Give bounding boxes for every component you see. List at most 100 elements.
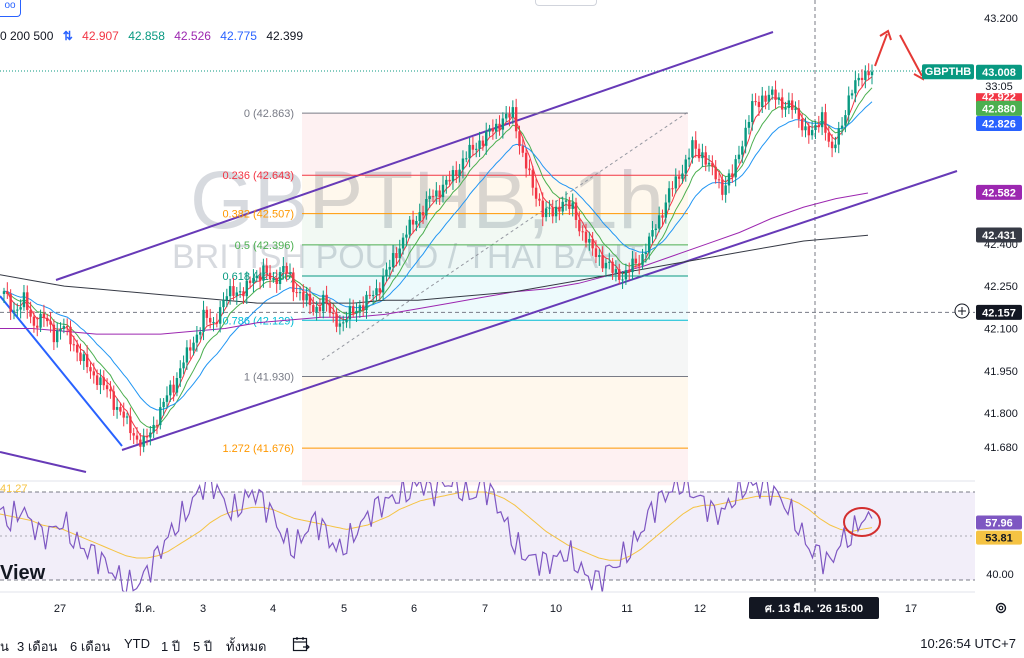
- time-tick-label: มี.ค.: [135, 602, 156, 615]
- candle-body: [62, 326, 66, 329]
- rsi-tag: [976, 530, 1022, 545]
- channel-upper-line[interactable]: [55, 31, 774, 281]
- candle-body: [817, 124, 820, 128]
- candle-body: [647, 236, 651, 253]
- candle-body: [199, 331, 202, 335]
- candle-body: [332, 313, 335, 315]
- candle-body: [282, 266, 285, 273]
- downtrend-line[interactable]: [0, 295, 123, 447]
- range-button-6m[interactable]: 6 เดือน: [70, 639, 111, 654]
- fib-level-label: 0.382 (42.507): [222, 209, 294, 221]
- ema-fast-line: [3, 76, 873, 438]
- candle-body: [638, 263, 641, 266]
- candle-body: [664, 202, 668, 218]
- candle-body: [381, 276, 385, 293]
- candle-body: [538, 198, 541, 201]
- ma200-line: [0, 192, 869, 335]
- rsi-lines: [0, 482, 873, 592]
- candle-body: [401, 237, 405, 249]
- moving-averages: [0, 76, 873, 438]
- candle-body: [501, 118, 505, 130]
- candle-body: [99, 377, 102, 386]
- fib-trend-line: [321, 111, 689, 361]
- candle-body: [478, 140, 481, 149]
- candle-body: [784, 108, 787, 110]
- candle-body: [375, 288, 378, 296]
- candle-body: [149, 432, 152, 438]
- fib-level-label: 1.414 (41.544): [222, 480, 294, 492]
- candle-body: [601, 255, 604, 269]
- channel-lower-line[interactable]: [121, 170, 958, 451]
- candle-body: [634, 258, 638, 264]
- candle-body: [485, 131, 488, 146]
- range-button-3m[interactable]: 3 เดือน: [17, 639, 58, 654]
- candle-body: [79, 352, 82, 362]
- range-button-1[interactable]: น: [0, 639, 9, 654]
- rsi-tag: [976, 515, 1022, 530]
- legend-periods: 0 200 500: [0, 29, 54, 43]
- candle-body: [245, 280, 248, 297]
- candle-body: [448, 179, 451, 182]
- candle-body: [445, 179, 448, 185]
- indicator-legend: 0 200 500 ⇅ 42.907 42.858 42.526 42.775 …: [0, 29, 309, 43]
- candle-body: [395, 253, 398, 259]
- candle-body: [704, 152, 707, 165]
- range-button-all[interactable]: ทั้งหมด: [226, 639, 267, 654]
- candle-body: [717, 179, 721, 181]
- candle-body: [272, 278, 275, 280]
- candle-body: [95, 375, 99, 386]
- candle-body: [774, 89, 777, 100]
- candle-body: [628, 270, 631, 273]
- legend-toggle-icon[interactable]: ⇅: [62, 29, 73, 43]
- candle-body: [19, 307, 22, 310]
- candle-body: [524, 152, 528, 169]
- candle-body: [814, 124, 817, 131]
- candle-body: [541, 200, 544, 218]
- time-axis[interactable]: 27 มี.ค. 3 4 5 6 7 10 11 12 17: [54, 602, 917, 615]
- fibonacci-zones: [302, 113, 688, 486]
- symbol-tag-text: GBPTHB: [925, 66, 972, 78]
- candle-body: [757, 101, 761, 108]
- candle-body: [558, 206, 561, 212]
- channel-left-line[interactable]: [0, 451, 87, 473]
- candle-body: [142, 436, 145, 447]
- price-tag-text: 42.922: [982, 91, 1016, 103]
- candle-body: [534, 187, 538, 199]
- candle-body: [46, 317, 49, 322]
- rsi-line: [0, 482, 873, 592]
- candle-body: [697, 148, 701, 159]
- top-center-handle[interactable]: [535, 0, 597, 6]
- candle-body: [737, 154, 741, 160]
- top-left-badge[interactable]: oo: [0, 0, 21, 17]
- fib-level-label: 0.786 (42.129): [222, 315, 294, 327]
- countdown-text: 33:05: [985, 81, 1013, 93]
- candle-body: [328, 303, 332, 314]
- candle-body: [125, 416, 129, 418]
- rsi-tag-text: 53.81: [985, 533, 1013, 545]
- candle-body: [268, 272, 272, 280]
- candle-body: [65, 326, 69, 328]
- calendar-icon[interactable]: [292, 636, 310, 652]
- candle-body: [734, 159, 737, 178]
- range-button-1y[interactable]: 1 ปี: [161, 639, 181, 654]
- candle-body: [681, 173, 684, 179]
- candle-body: [827, 132, 830, 142]
- range-button-ytd[interactable]: YTD: [124, 636, 150, 651]
- gear-icon[interactable]: [994, 601, 1008, 615]
- candle-body: [169, 384, 172, 396]
- projection-arrows: [874, 29, 925, 81]
- candle-body: [12, 310, 16, 312]
- candle-body: [135, 435, 139, 440]
- candle-body: [608, 261, 611, 263]
- candle-body: [278, 272, 282, 285]
- range-button-5y[interactable]: 5 ปี: [193, 639, 213, 654]
- crosshair-add-button[interactable]: [954, 303, 970, 319]
- candle-body: [248, 280, 252, 284]
- candle-body: [767, 94, 771, 102]
- price-tag: [976, 64, 1022, 80]
- countdown-bg: [976, 80, 1022, 94]
- candle-body: [747, 121, 751, 128]
- candle-body: [318, 306, 322, 312]
- candle-body: [644, 252, 648, 255]
